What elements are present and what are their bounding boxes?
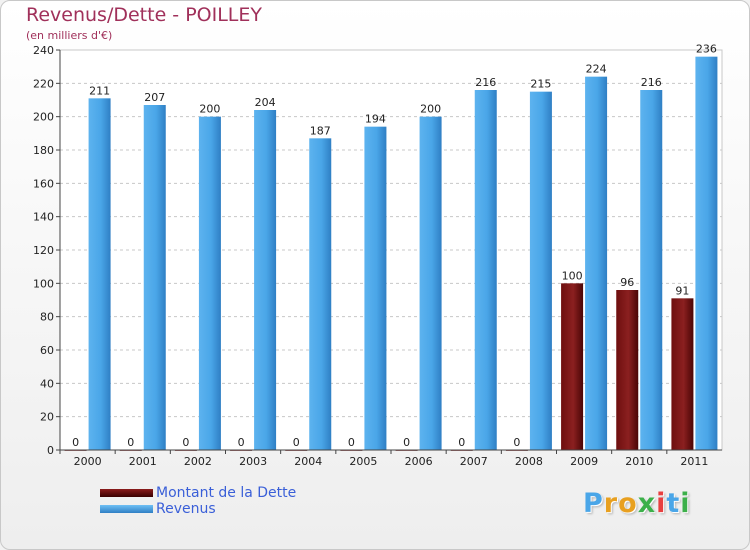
y-tick-label: 220 bbox=[33, 77, 54, 90]
bar-revenus bbox=[198, 116, 221, 451]
bar-revenus bbox=[585, 76, 608, 451]
data-label-debt: 0 bbox=[403, 436, 410, 449]
chart-title: Revenus/Dette - POILLEY bbox=[26, 4, 262, 26]
bar-revenus bbox=[474, 90, 497, 450]
y-tick-label: 0 bbox=[47, 444, 54, 457]
logo-letter: x bbox=[637, 488, 657, 519]
x-tick-label: 2000 bbox=[74, 455, 102, 468]
data-label-debt: 100 bbox=[562, 269, 583, 282]
y-tick-label: 60 bbox=[40, 344, 54, 357]
logo-letter: i bbox=[656, 488, 667, 519]
data-label-revenus: 207 bbox=[144, 91, 165, 104]
logo-letter: i bbox=[680, 488, 691, 519]
data-label-revenus: 236 bbox=[696, 43, 717, 56]
data-label-debt: 0 bbox=[238, 436, 245, 449]
logo-letter: P bbox=[583, 488, 604, 519]
y-tick-label: 240 bbox=[33, 44, 54, 57]
data-label-revenus: 211 bbox=[89, 84, 110, 97]
bar-revenus bbox=[529, 91, 552, 451]
legend-label-debt: Montant de la Dette bbox=[156, 485, 297, 501]
x-tick-label: 2006 bbox=[405, 455, 433, 468]
bar-revenus bbox=[640, 90, 663, 450]
legend-swatch-revenus bbox=[100, 505, 153, 513]
data-label-debt: 0 bbox=[293, 436, 300, 449]
data-label-revenus: 200 bbox=[420, 103, 441, 116]
data-label-debt: 0 bbox=[72, 436, 79, 449]
y-tick-label: 140 bbox=[33, 211, 54, 224]
data-label-debt: 91 bbox=[675, 284, 689, 297]
data-label-revenus: 200 bbox=[199, 103, 220, 116]
logo-letter: t bbox=[666, 488, 681, 519]
chart-subtitle: (en milliers d'€) bbox=[26, 29, 113, 42]
x-tick-label: 2003 bbox=[239, 455, 267, 468]
bar-revenus bbox=[419, 116, 442, 451]
x-tick-label: 2005 bbox=[349, 455, 377, 468]
y-tick-label: 160 bbox=[33, 177, 54, 190]
data-label-revenus: 215 bbox=[530, 78, 551, 91]
bar-debt bbox=[561, 283, 584, 450]
x-tick-label: 2011 bbox=[680, 455, 708, 468]
bar-revenus bbox=[143, 105, 166, 450]
bar-debt bbox=[671, 298, 694, 450]
y-tick-label: 120 bbox=[33, 244, 54, 257]
data-label-revenus: 224 bbox=[586, 63, 607, 76]
x-tick-label: 2004 bbox=[294, 455, 322, 468]
bar-revenus bbox=[695, 56, 718, 451]
x-tick-label: 2002 bbox=[184, 455, 212, 468]
data-label-revenus: 187 bbox=[310, 124, 331, 137]
logo-letter: o bbox=[618, 488, 638, 519]
legend: Montant de la Dette Revenus bbox=[100, 485, 360, 518]
y-tick-label: 200 bbox=[33, 111, 54, 124]
y-tick-label: 180 bbox=[33, 144, 54, 157]
proxiti-logo: Proxiti bbox=[583, 488, 691, 519]
x-tick-label: 2010 bbox=[625, 455, 653, 468]
x-tick-label: 2007 bbox=[460, 455, 488, 468]
y-tick-label: 20 bbox=[40, 411, 54, 424]
bar-revenus bbox=[309, 138, 332, 451]
logo-letter: r bbox=[603, 488, 619, 519]
data-label-revenus: 216 bbox=[475, 76, 496, 89]
legend-label-revenus: Revenus bbox=[156, 501, 216, 517]
data-label-debt: 96 bbox=[620, 276, 634, 289]
legend-item-revenus: Revenus bbox=[100, 501, 360, 518]
bar-revenus bbox=[88, 98, 111, 450]
x-tick-label: 2001 bbox=[129, 455, 157, 468]
data-label-debt: 0 bbox=[348, 436, 355, 449]
legend-swatch-debt bbox=[100, 489, 153, 497]
bar-revenus bbox=[364, 126, 387, 451]
data-label-debt: 0 bbox=[458, 436, 465, 449]
legend-item-debt: Montant de la Dette bbox=[100, 485, 360, 502]
y-tick-label: 80 bbox=[40, 311, 54, 324]
data-label-revenus: 194 bbox=[365, 113, 386, 126]
y-tick-label: 100 bbox=[33, 277, 54, 290]
data-label-debt: 0 bbox=[127, 436, 134, 449]
bar-debt bbox=[616, 290, 639, 450]
data-label-revenus: 216 bbox=[641, 76, 662, 89]
data-label-debt: 0 bbox=[182, 436, 189, 449]
x-tick-label: 2009 bbox=[570, 455, 598, 468]
bar-revenus bbox=[254, 110, 277, 450]
y-tick-label: 40 bbox=[40, 377, 54, 390]
data-label-debt: 0 bbox=[513, 436, 520, 449]
x-tick-label: 2008 bbox=[515, 455, 543, 468]
data-label-revenus: 204 bbox=[255, 96, 276, 109]
